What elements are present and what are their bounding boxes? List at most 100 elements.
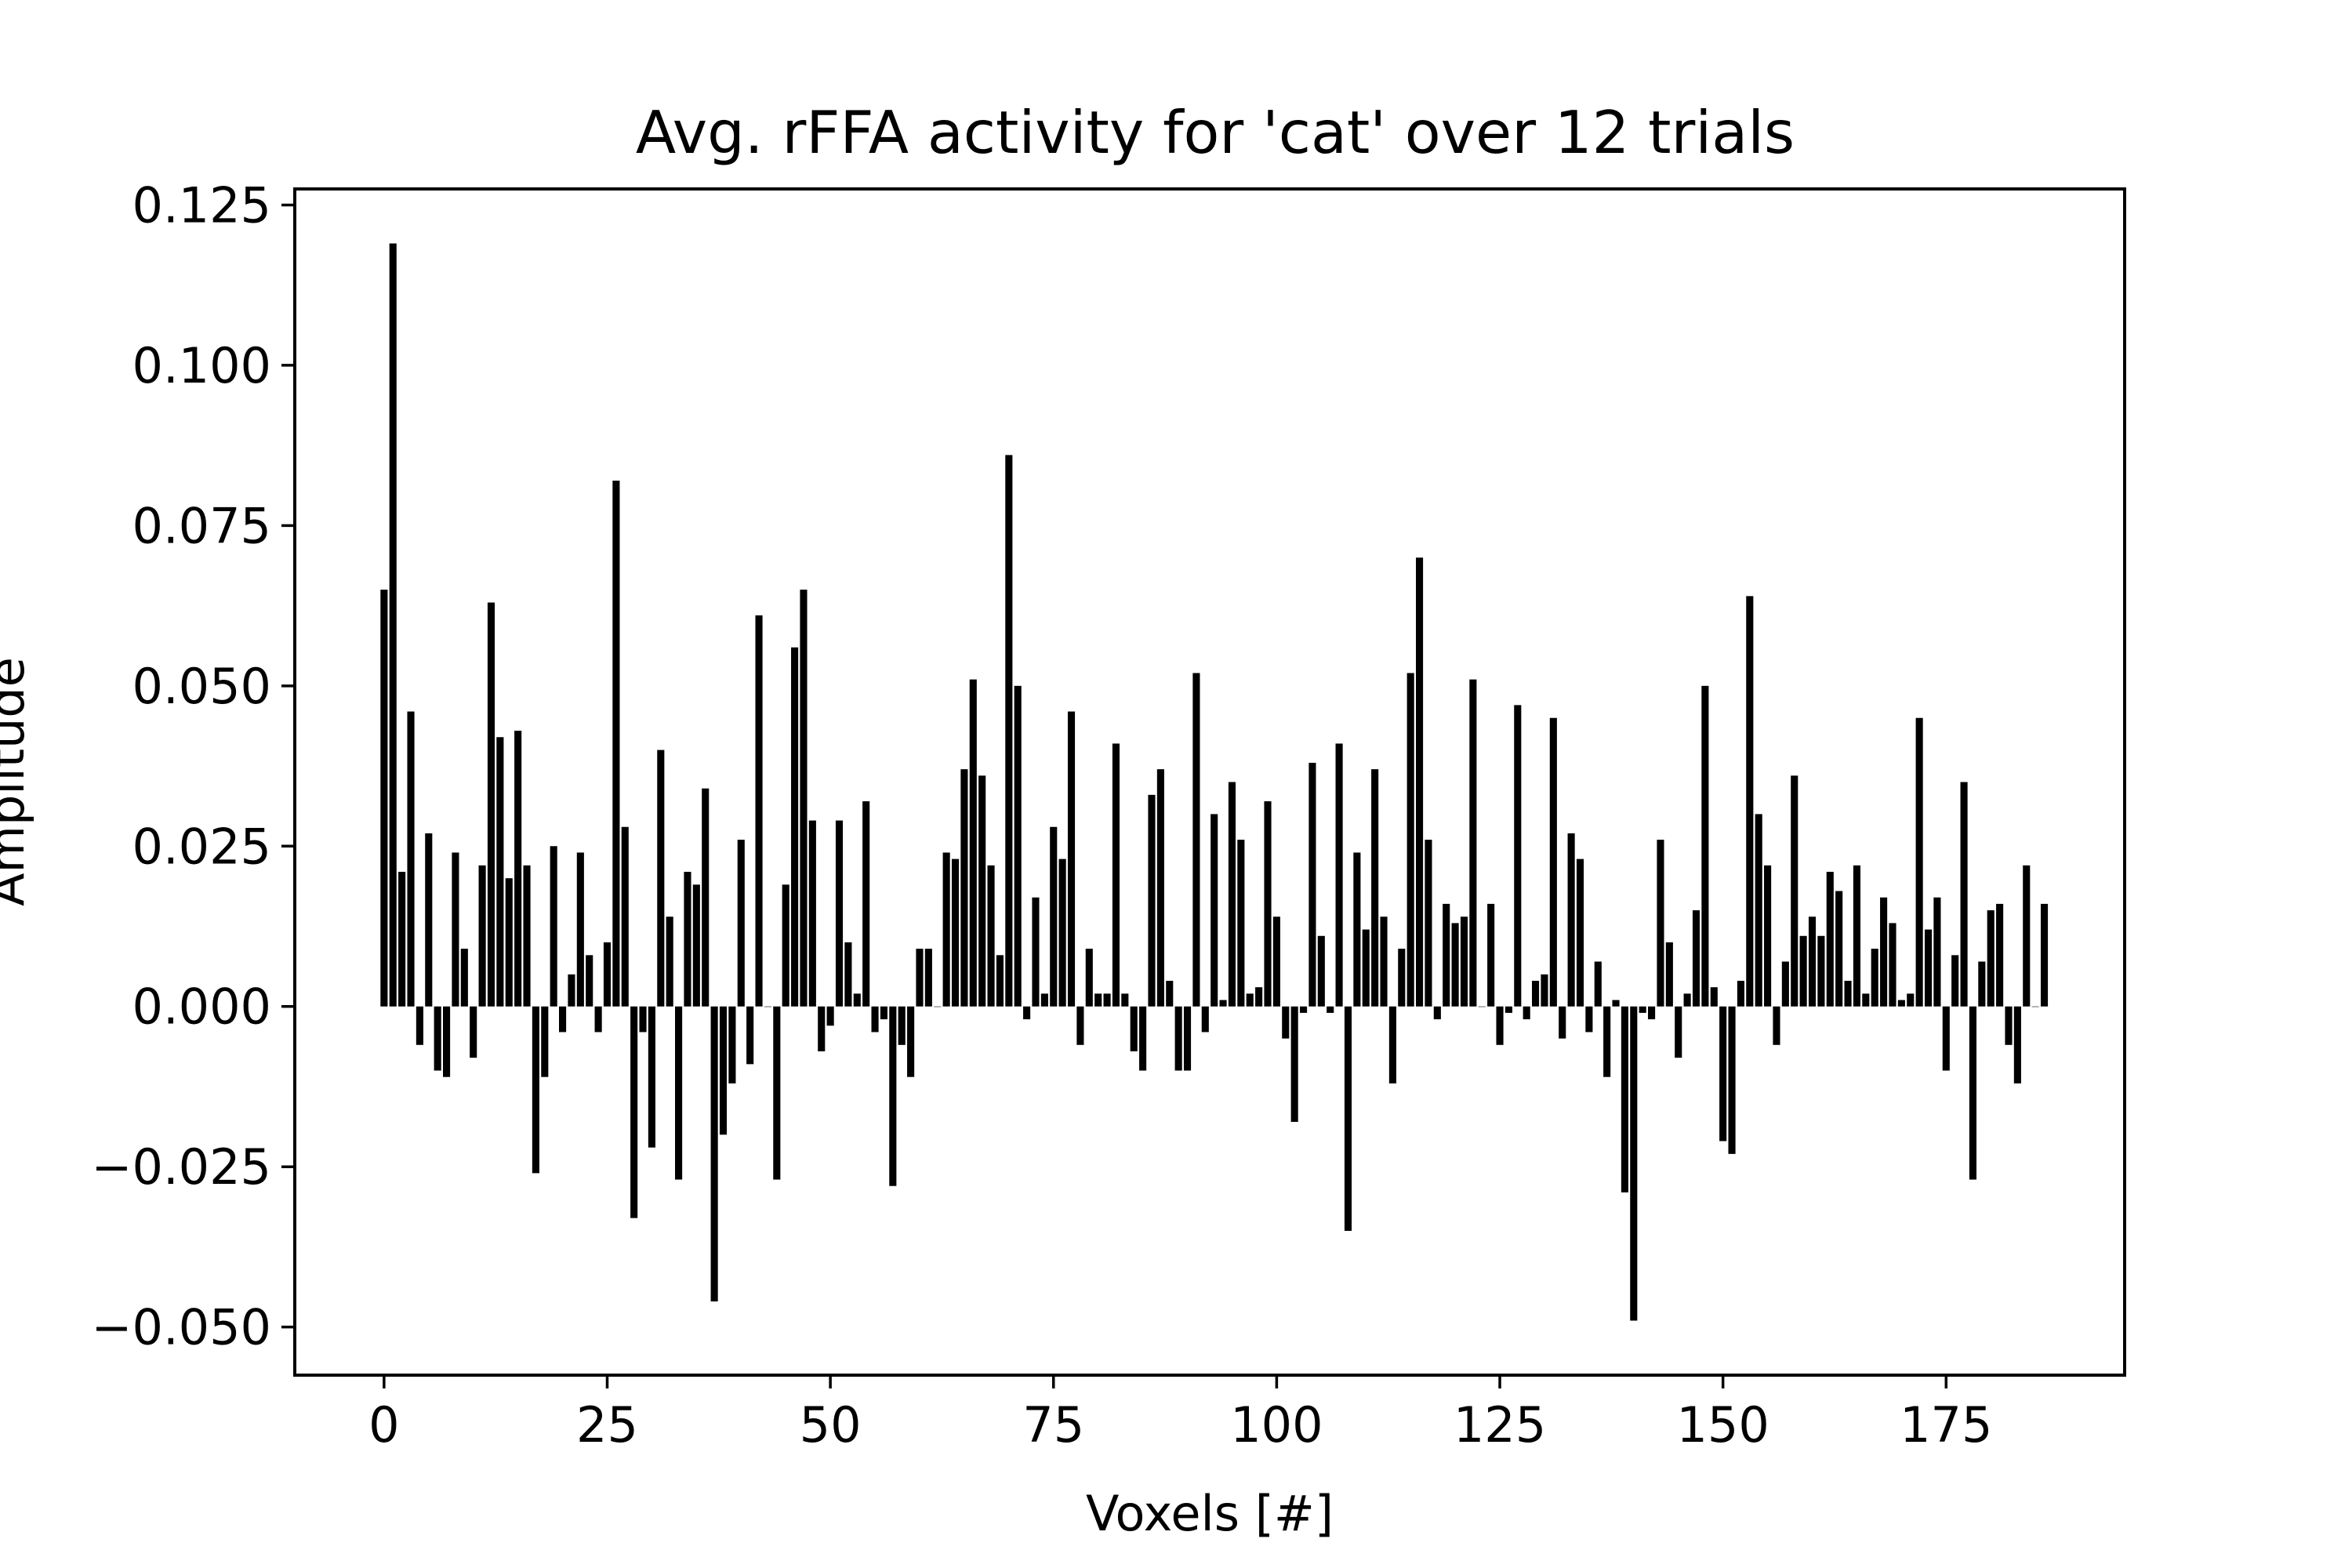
- bar-voxel-160: [1808, 916, 1817, 1007]
- bar-voxel-81: [1103, 993, 1111, 1007]
- bar-voxel-24: [594, 1006, 602, 1033]
- x-tick-label: 75: [1022, 1396, 1084, 1454]
- bar-voxel-172: [1915, 717, 1923, 1007]
- bar-voxel-41: [746, 1006, 754, 1065]
- bar-voxel-89: [1174, 1006, 1182, 1071]
- bar-voxel-110: [1362, 929, 1370, 1007]
- bar-voxel-147: [1692, 910, 1700, 1007]
- y-tick-label: −0.050: [92, 1299, 271, 1356]
- bar-voxel-14: [505, 878, 513, 1007]
- bar-voxel-5: [425, 833, 433, 1007]
- bar-voxel-125: [1496, 1006, 1504, 1045]
- bar-voxel-109: [1353, 852, 1361, 1007]
- bar-voxel-119: [1443, 903, 1450, 1007]
- bar-voxel-8: [452, 852, 459, 1007]
- bar-voxel-86: [1148, 794, 1156, 1007]
- bar-voxel-37: [710, 1006, 718, 1301]
- bar-voxel-45: [782, 884, 789, 1007]
- bar-voxel-83: [1121, 993, 1129, 1007]
- bar-voxel-175: [1942, 1006, 1950, 1071]
- x-axis-ticks: 0 25 50 75 100 125 150 175: [368, 1375, 1992, 1454]
- bar-voxel-60: [916, 949, 924, 1007]
- bar-voxel-22: [576, 852, 584, 1007]
- bar-voxel-47: [800, 590, 808, 1007]
- bar-voxel-32: [666, 916, 673, 1007]
- bar-voxel-58: [898, 1006, 906, 1045]
- bar-voxel-113: [1388, 1006, 1396, 1083]
- bar-voxel-76: [1058, 858, 1066, 1007]
- bar-voxel-173: [1924, 929, 1933, 1007]
- bar-voxel-104: [1308, 762, 1316, 1007]
- bar-voxel-142: [1648, 1006, 1656, 1020]
- bar-voxel-116: [1416, 557, 1424, 1007]
- bar-voxel-120: [1451, 923, 1459, 1007]
- bar-voxel-7: [443, 1006, 451, 1077]
- bar-voxel-18: [541, 1006, 549, 1077]
- bar-voxel-90: [1183, 1006, 1192, 1071]
- bar-voxel-71: [1014, 685, 1022, 1007]
- x-axis-label: Voxels [#]: [1086, 1485, 1334, 1542]
- bar-voxel-137: [1603, 1006, 1611, 1077]
- bar-voxel-180: [1987, 910, 1994, 1007]
- bar-voxel-146: [1683, 993, 1691, 1007]
- bar-voxel-49: [818, 1006, 826, 1051]
- bar-voxel-39: [728, 1006, 736, 1083]
- bar-voxel-94: [1219, 1000, 1227, 1007]
- y-tick-label: 0.125: [132, 176, 272, 234]
- bar-voxel-153: [1746, 596, 1754, 1007]
- bar-voxel-151: [1728, 1006, 1736, 1154]
- bar-voxel-33: [675, 1006, 683, 1180]
- y-axis-label: Amplitude: [0, 657, 35, 906]
- bar-voxel-35: [692, 884, 700, 1007]
- bar-voxel-183: [2013, 1006, 2021, 1083]
- bar-voxel-117: [1425, 840, 1432, 1007]
- bar-voxel-115: [1406, 673, 1414, 1007]
- bar-voxel-34: [684, 872, 691, 1007]
- bar-voxel-96: [1237, 840, 1245, 1007]
- bar-voxel-156: [1773, 1006, 1780, 1045]
- bar-voxel-56: [880, 1006, 887, 1020]
- bar-voxel-61: [924, 949, 932, 1007]
- bar-voxel-135: [1585, 1006, 1593, 1033]
- bar-voxel-3: [407, 711, 415, 1007]
- bar-voxel-161: [1817, 935, 1825, 1007]
- bar-voxel-78: [1076, 1006, 1084, 1045]
- bar-voxel-15: [514, 731, 522, 1007]
- bar-voxel-126: [1504, 1006, 1512, 1013]
- bar-voxel-143: [1657, 840, 1664, 1007]
- bar-voxel-50: [826, 1006, 834, 1026]
- bar-voxel-75: [1050, 826, 1058, 1007]
- y-tick-label: −0.025: [92, 1138, 271, 1196]
- x-tick-label: 50: [800, 1396, 862, 1454]
- bar-voxel-74: [1040, 993, 1048, 1007]
- bar-voxel-9: [460, 949, 468, 1007]
- bar-voxel-182: [2005, 1006, 2013, 1045]
- bar-voxel-133: [1567, 833, 1575, 1007]
- bar-voxel-67: [978, 775, 986, 1007]
- bar-voxel-144: [1665, 942, 1673, 1007]
- bar-voxel-69: [996, 955, 1004, 1007]
- y-tick-label: 0.100: [132, 337, 272, 394]
- bar-voxel-150: [1719, 1006, 1727, 1142]
- bar-voxel-0: [380, 590, 388, 1007]
- bar-voxel-12: [487, 602, 495, 1007]
- bar-voxel-181: [1996, 903, 2004, 1007]
- bar-voxel-92: [1201, 1006, 1209, 1033]
- bar-voxel-73: [1032, 897, 1040, 1007]
- bar-voxel-159: [1799, 935, 1807, 1007]
- bar-voxel-85: [1139, 1006, 1147, 1071]
- bar-voxel-27: [621, 826, 629, 1007]
- bar-voxel-163: [1835, 891, 1843, 1007]
- bar-voxel-155: [1764, 865, 1772, 1007]
- bar-voxel-167: [1871, 949, 1878, 1007]
- bar-voxel-65: [960, 769, 968, 1007]
- x-tick-label: 150: [1676, 1396, 1769, 1454]
- bar-voxel-88: [1166, 981, 1174, 1007]
- bar-voxel-174: [1933, 897, 1941, 1007]
- bar-voxel-4: [416, 1006, 423, 1045]
- bar-voxel-127: [1514, 705, 1522, 1007]
- bar-voxel-54: [862, 801, 870, 1007]
- bar-voxel-38: [719, 1006, 728, 1135]
- bar-voxel-40: [737, 840, 745, 1007]
- bar-voxel-48: [808, 820, 816, 1007]
